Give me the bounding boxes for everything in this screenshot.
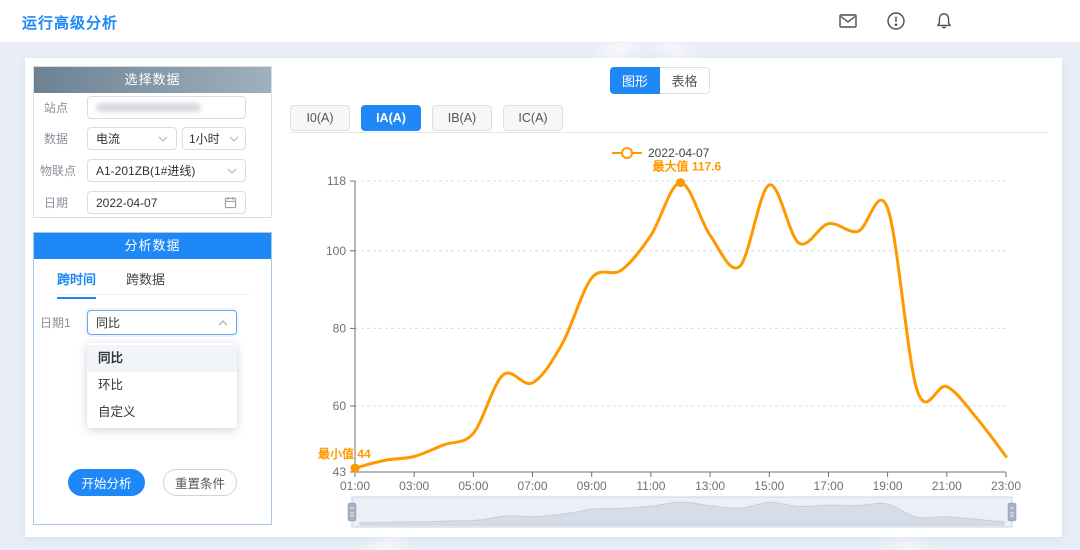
tab-I0[interactable]: I0(A) <box>290 105 350 131</box>
select-data-panel-title: 选择数据 <box>34 67 271 93</box>
x-tick-label: 05:00 <box>458 479 488 493</box>
compare-mode-dropdown: 同比 环比 自定义 <box>87 343 237 428</box>
iot-point-select[interactable]: A1-201ZB(1#进线) <box>87 159 246 182</box>
x-tick-label: 09:00 <box>577 479 607 493</box>
x-tick-label: 19:00 <box>873 479 903 493</box>
tab-cross-time[interactable]: 跨时间 <box>57 269 97 299</box>
date1-select[interactable]: 同比 <box>87 310 237 335</box>
y-tick-label: 100 <box>326 244 346 258</box>
toggle-table-view[interactable]: 表格 <box>660 67 710 94</box>
date-label: 日期 <box>44 196 69 210</box>
date-input[interactable]: 2022-04-07 <box>87 191 246 214</box>
select-data-panel: 选择数据 站点 数据 电流 1小时 物联点 A1-201ZB(1#进线) <box>33 66 272 218</box>
interval-select[interactable]: 1小时 <box>182 127 246 150</box>
svg-text:2022-04-07: 2022-04-07 <box>648 146 710 160</box>
page-title: 运行高级分析 <box>22 15 119 32</box>
y-tick-label: 60 <box>333 399 347 413</box>
x-tick-label: 13:00 <box>695 479 725 493</box>
max-value-label: 最大值 117.6 <box>653 159 722 174</box>
analysis-panel-title: 分析数据 <box>34 233 271 259</box>
data-point-marker <box>676 178 685 188</box>
bell-icon[interactable] <box>933 10 955 32</box>
data-type-value: 电流 <box>96 132 121 146</box>
site-row: 站点 <box>44 99 68 116</box>
y-tick-label: 43 <box>333 465 347 479</box>
topbar-icon-group <box>837 10 955 32</box>
main-card: 选择数据 站点 数据 电流 1小时 物联点 A1-201ZB(1#进线) <box>25 58 1062 537</box>
tab-IB[interactable]: IB(A) <box>432 105 492 131</box>
datazoom-handle-right[interactable] <box>1007 502 1017 522</box>
date-value: 2022-04-07 <box>96 195 158 210</box>
iot-point-label: 物联点 <box>40 164 77 178</box>
date1-label: 日期1 <box>40 316 71 330</box>
x-tick-label: 01:00 <box>340 479 370 493</box>
data-row: 数据 <box>44 130 68 147</box>
toggle-graph-view[interactable]: 图形 <box>610 67 660 94</box>
chevron-down-icon <box>229 136 239 142</box>
reset-conditions-button[interactable]: 重置条件 <box>163 469 237 496</box>
phase-tabs: I0(A) IA(A) IB(A) IC(A) <box>290 105 1048 133</box>
x-tick-label: 11:00 <box>636 479 665 493</box>
iot-point-value: A1-201ZB(1#进线) <box>96 164 196 178</box>
data-point-marker <box>350 463 360 473</box>
mail-icon[interactable] <box>837 10 859 32</box>
redacted-site-value <box>96 103 201 112</box>
option-yoy[interactable]: 同比 <box>87 345 237 372</box>
date1-value: 同比 <box>96 316 121 330</box>
x-tick-label: 21:00 <box>932 479 962 493</box>
line-chart: 43 60 80 100 118 01:00 03:00 05:00 07:00 09:00 11:… <box>290 140 1060 535</box>
iot-row: 物联点 <box>40 162 76 179</box>
data-type-select[interactable]: 电流 <box>87 127 177 150</box>
datazoom-silhouette <box>359 501 1005 526</box>
start-analysis-button[interactable]: 开始分析 <box>68 469 145 496</box>
x-tick-label: 03:00 <box>399 479 429 493</box>
top-bar: 运行高级分析 <box>0 0 1080 43</box>
site-input[interactable] <box>87 96 246 119</box>
interval-value: 1小时 <box>189 132 220 146</box>
x-tick-label: 15:00 <box>754 479 784 493</box>
option-custom[interactable]: 自定义 <box>98 405 136 419</box>
site-label: 站点 <box>44 101 69 115</box>
chevron-up-icon <box>218 319 228 326</box>
x-tick-label: 23:00 <box>991 479 1021 493</box>
view-toggle: 图形 表格 <box>610 67 710 94</box>
analysis-tabs: 跨时间 跨数据 <box>57 269 165 299</box>
y-tick-label: 80 <box>333 321 347 335</box>
x-tick-label: 17:00 <box>813 479 843 493</box>
y-tick-label: 118 <box>327 174 346 188</box>
datazoom-handle-left[interactable] <box>347 502 357 522</box>
calendar-icon <box>224 196 237 209</box>
tab-cross-data[interactable]: 跨数据 <box>126 272 166 287</box>
analysis-data-panel: 分析数据 跨时间 跨数据 日期1 同比 同比 环比 自定义 开始分析 重置条件 <box>33 232 272 525</box>
action-buttons: 开始分析 重置条件 <box>34 469 271 496</box>
chart-legend[interactable]: 2022-04-07 <box>612 146 710 160</box>
tab-IC[interactable]: IC(A) <box>503 105 563 131</box>
alert-circle-icon[interactable] <box>885 10 907 32</box>
chevron-down-icon <box>158 136 168 142</box>
x-tick-label: 07:00 <box>517 479 547 493</box>
min-value-label: 最小值 44 <box>318 446 371 461</box>
data-label: 数据 <box>44 132 69 146</box>
tabs-divider <box>57 294 249 295</box>
chevron-down-icon <box>227 168 237 174</box>
series-line <box>353 181 1008 470</box>
tab-IA[interactable]: IA(A) <box>361 105 421 131</box>
date-row: 日期 <box>44 194 68 211</box>
option-mom[interactable]: 环比 <box>98 378 124 392</box>
date1-row: 日期1 <box>40 314 71 331</box>
